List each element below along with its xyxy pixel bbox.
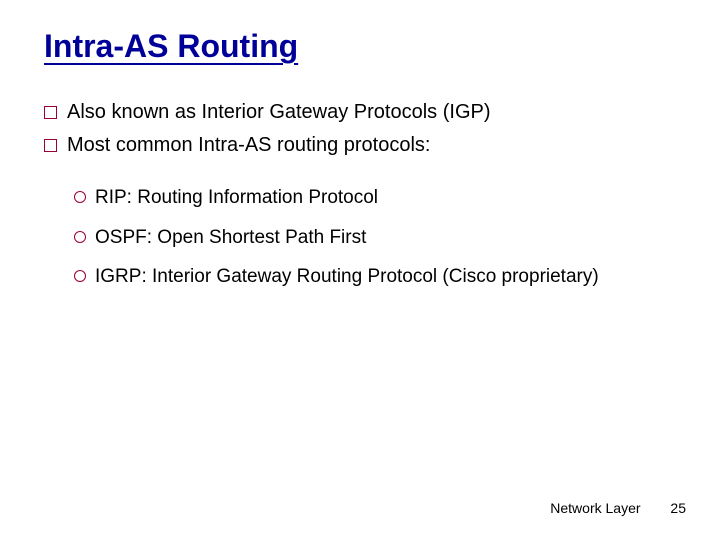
square-bullet-icon xyxy=(44,106,57,119)
level1-list: Also known as Interior Gateway Protocols… xyxy=(44,99,676,159)
circle-bullet-icon xyxy=(74,270,86,282)
footer-label: Network Layer xyxy=(550,500,640,516)
list-item: Also known as Interior Gateway Protocols… xyxy=(44,99,676,126)
list-item: Most common Intra-AS routing protocols: xyxy=(44,132,676,159)
list-item: RIP: Routing Information Protocol xyxy=(74,185,676,211)
footer: Network Layer 25 xyxy=(550,500,686,516)
slide: Intra-AS Routing Also known as Interior … xyxy=(0,0,720,540)
circle-bullet-icon xyxy=(74,231,86,243)
level2-list: RIP: Routing Information Protocol OSPF: … xyxy=(44,185,676,290)
square-bullet-icon xyxy=(44,139,57,152)
page-number: 25 xyxy=(670,500,686,516)
circle-bullet-icon xyxy=(74,191,86,203)
list-item-text: RIP: Routing Information Protocol xyxy=(95,185,378,211)
list-item-text: Also known as Interior Gateway Protocols… xyxy=(67,99,491,126)
list-item: OSPF: Open Shortest Path First xyxy=(74,225,676,251)
list-item: IGRP: Interior Gateway Routing Protocol … xyxy=(74,264,676,290)
slide-title: Intra-AS Routing xyxy=(44,28,676,65)
list-item-text: Most common Intra-AS routing protocols: xyxy=(67,132,430,159)
list-item-text: OSPF: Open Shortest Path First xyxy=(95,225,366,251)
list-item-text: IGRP: Interior Gateway Routing Protocol … xyxy=(95,264,599,290)
